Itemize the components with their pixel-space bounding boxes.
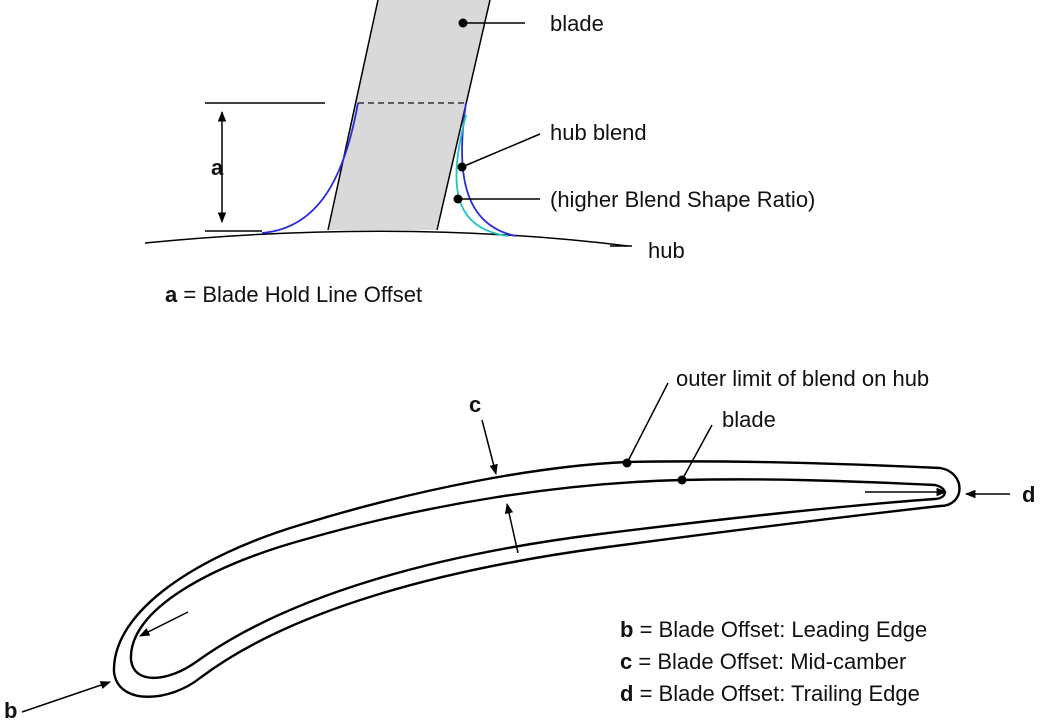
- blade-section-outline: [129, 478, 946, 680]
- blade-left-edge: [327, 0, 379, 231]
- hub-blend-leader: [461, 133, 541, 168]
- legend-b: b = Blade Offset: Leading Edge: [620, 617, 927, 642]
- hub-blend-right-curve: [461, 102, 517, 237]
- higher-ratio-leader-dot: [453, 194, 463, 204]
- offset-c-inner-arrow: [504, 502, 519, 554]
- offset-b-inner-arrow: [139, 611, 189, 637]
- legend-c: c = Blade Offset: Mid-camber: [620, 649, 906, 674]
- outer-limit-leader: [626, 382, 669, 464]
- hub-blend-diagram: a blade hub blend (higher Blend Shape Ra…: [144, 0, 815, 307]
- outer-limit-leader-dot: [622, 458, 632, 468]
- hub-blend-left-curve: [261, 102, 359, 234]
- marker-d: d: [1022, 482, 1035, 507]
- dimension-a-letter: a: [211, 155, 224, 180]
- blade-section-leader-dot: [677, 475, 687, 485]
- hub-blend-leader-dot: [457, 162, 467, 172]
- label-outer-limit: outer limit of blend on hub: [676, 366, 929, 391]
- label-hub: hub: [648, 238, 685, 263]
- marker-b: b: [4, 698, 17, 723]
- hub-curve: [144, 230, 629, 247]
- blade-section-diagram: outer limit of blend on hub blade c d b …: [4, 366, 1035, 723]
- label-hub-blend: hub blend: [550, 120, 647, 145]
- blade-section-leader: [681, 424, 713, 481]
- legend-a: a = Blade Hold Line Offset: [165, 282, 422, 307]
- blade-leader-dot: [458, 18, 468, 28]
- marker-c: c: [469, 392, 481, 417]
- offset-c-arrow: [481, 419, 498, 476]
- legend-d: d = Blade Offset: Trailing Edge: [620, 681, 920, 706]
- label-blade-top: blade: [550, 11, 604, 36]
- label-blade-section: blade: [722, 407, 776, 432]
- label-higher-blend-ratio: (higher Blend Shape Ratio): [550, 187, 815, 212]
- outer-blend-limit-outline: [112, 460, 961, 698]
- offset-b-arrow: [21, 681, 111, 713]
